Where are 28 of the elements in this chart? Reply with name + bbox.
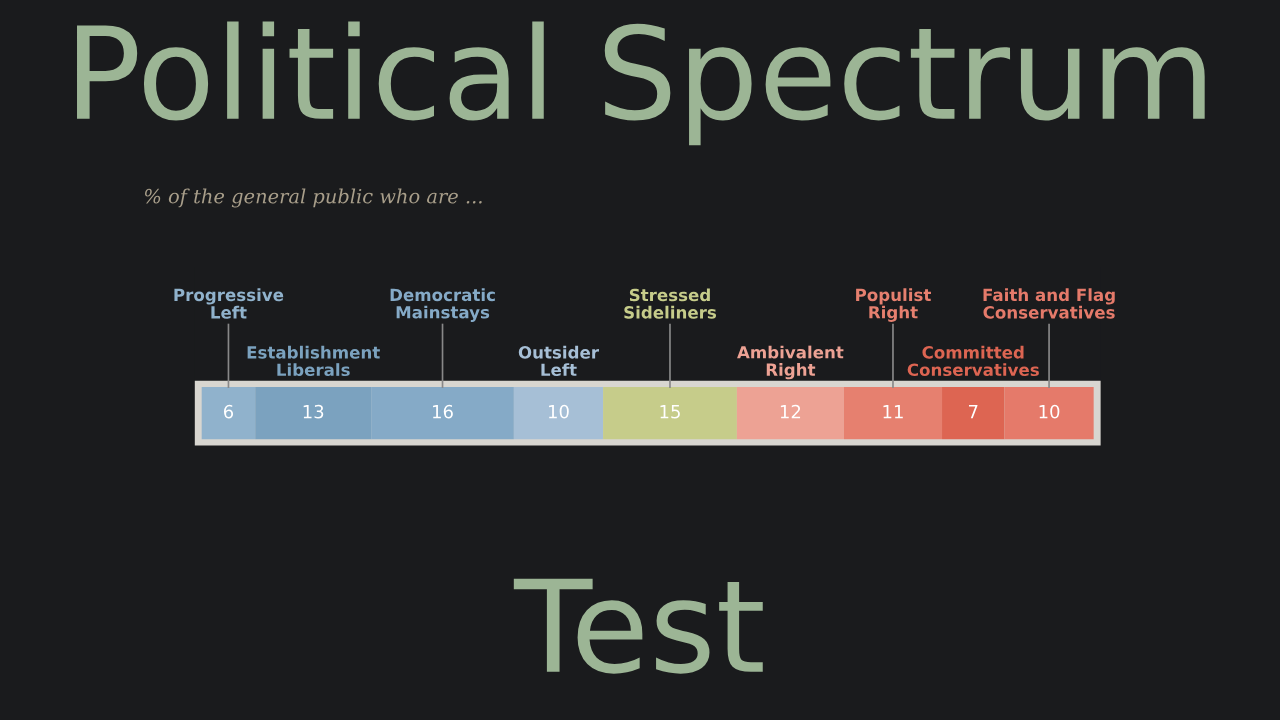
text: Progressive Left — [174, 288, 284, 319]
bar — [736, 387, 844, 440]
bar — [513, 387, 604, 440]
text: Populist Right — [856, 288, 931, 322]
bar — [1004, 387, 1094, 440]
series-label: Committed Conservatives — [907, 345, 1039, 377]
bar — [603, 387, 737, 440]
text: Faith and Flag Conservatives — [983, 288, 1115, 319]
data-label: 6 — [223, 404, 234, 419]
data-label: 15 — [660, 405, 680, 419]
data-label: 7 — [968, 405, 978, 419]
text: Stressed Sideliners — [624, 288, 717, 319]
series-label: Outsider Left — [518, 345, 599, 377]
bar — [942, 387, 1005, 440]
series-label: Ambivalent Right — [737, 345, 844, 380]
bar — [843, 387, 943, 440]
data-label: 12 — [780, 404, 801, 419]
chart-subtitle: % of the general public who are ... — [145, 188, 482, 208]
chart-title: Political Spectrum — [77, 21, 1205, 146]
text: Test — [513, 578, 763, 674]
data-label: 16 — [433, 404, 453, 419]
data-label: 11 — [883, 405, 903, 419]
data-label: 13 — [303, 404, 324, 419]
series-label: Establishment Liberals — [247, 345, 380, 377]
data-label: 10 — [548, 404, 569, 419]
text: Democratic Mainstays — [390, 288, 495, 322]
data-label: 10 — [1039, 404, 1060, 419]
bar — [201, 387, 256, 440]
